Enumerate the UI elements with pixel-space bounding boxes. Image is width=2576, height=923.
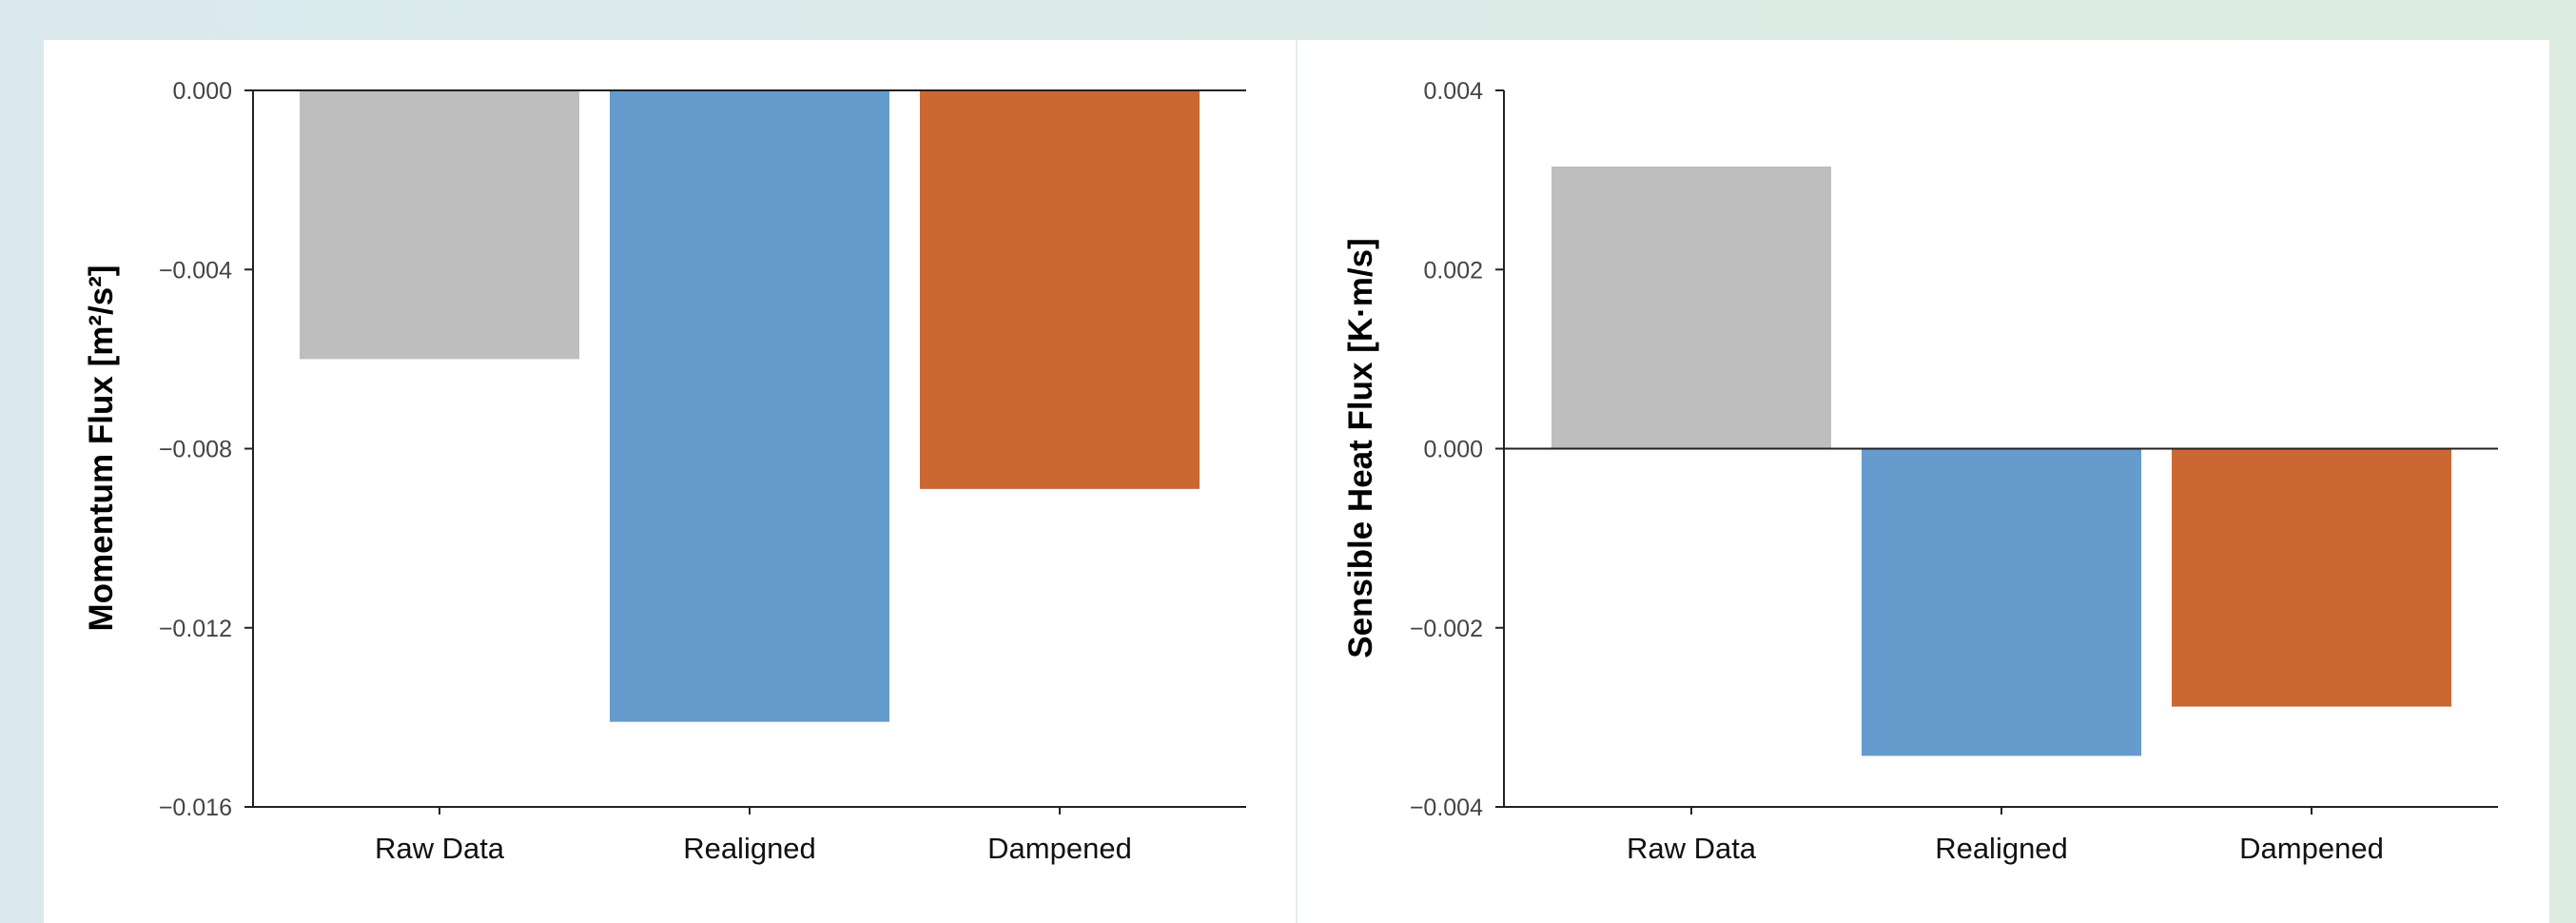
bar-momentum-3 [920, 90, 1200, 489]
y-tick-label: −0.002 [1410, 616, 1483, 642]
x-tick-label: Raw Data [375, 832, 505, 865]
bar-heat-2 [1862, 448, 2141, 756]
x-tick-label: Dampened [2239, 832, 2384, 865]
y-tick-label: −0.004 [159, 257, 232, 284]
chart-panel-heat: 0.004 0.002 0.000 −0.002 −0.004 Raw Data Reali… [1342, 78, 2498, 865]
bar-heat-3 [2172, 448, 2451, 707]
y-tick-label: −0.012 [159, 616, 232, 642]
x-tick-label: Dampened [987, 832, 1132, 865]
y-axis-title: Sensible Heat Flux [K·m/s] [1342, 238, 1379, 658]
y-tick-label: −0.016 [159, 795, 232, 821]
bar-momentum-2 [610, 90, 889, 722]
chart-panel-momentum: 0.000 −0.004 −0.008 −0.012 −0.016 Raw Data Rea… [83, 78, 1246, 865]
y-axis-title: Momentum Flux [m²/s²] [83, 265, 120, 632]
bar-momentum-1 [300, 90, 579, 360]
y-tick-label: −0.004 [1410, 795, 1483, 821]
y-tick-label: 0.004 [1423, 78, 1483, 105]
y-tick-label: −0.008 [159, 437, 232, 463]
y-tick-label: 0.000 [1423, 437, 1483, 463]
x-tick-label: Realigned [1935, 832, 2068, 865]
x-tick-label: Realigned [683, 832, 816, 865]
y-tick-label: 0.000 [172, 78, 232, 105]
panel-divider [1296, 40, 1298, 923]
bar-heat-1 [1551, 167, 1831, 449]
x-tick-label: Raw Data [1627, 832, 1757, 865]
y-tick-label: 0.002 [1423, 257, 1483, 284]
